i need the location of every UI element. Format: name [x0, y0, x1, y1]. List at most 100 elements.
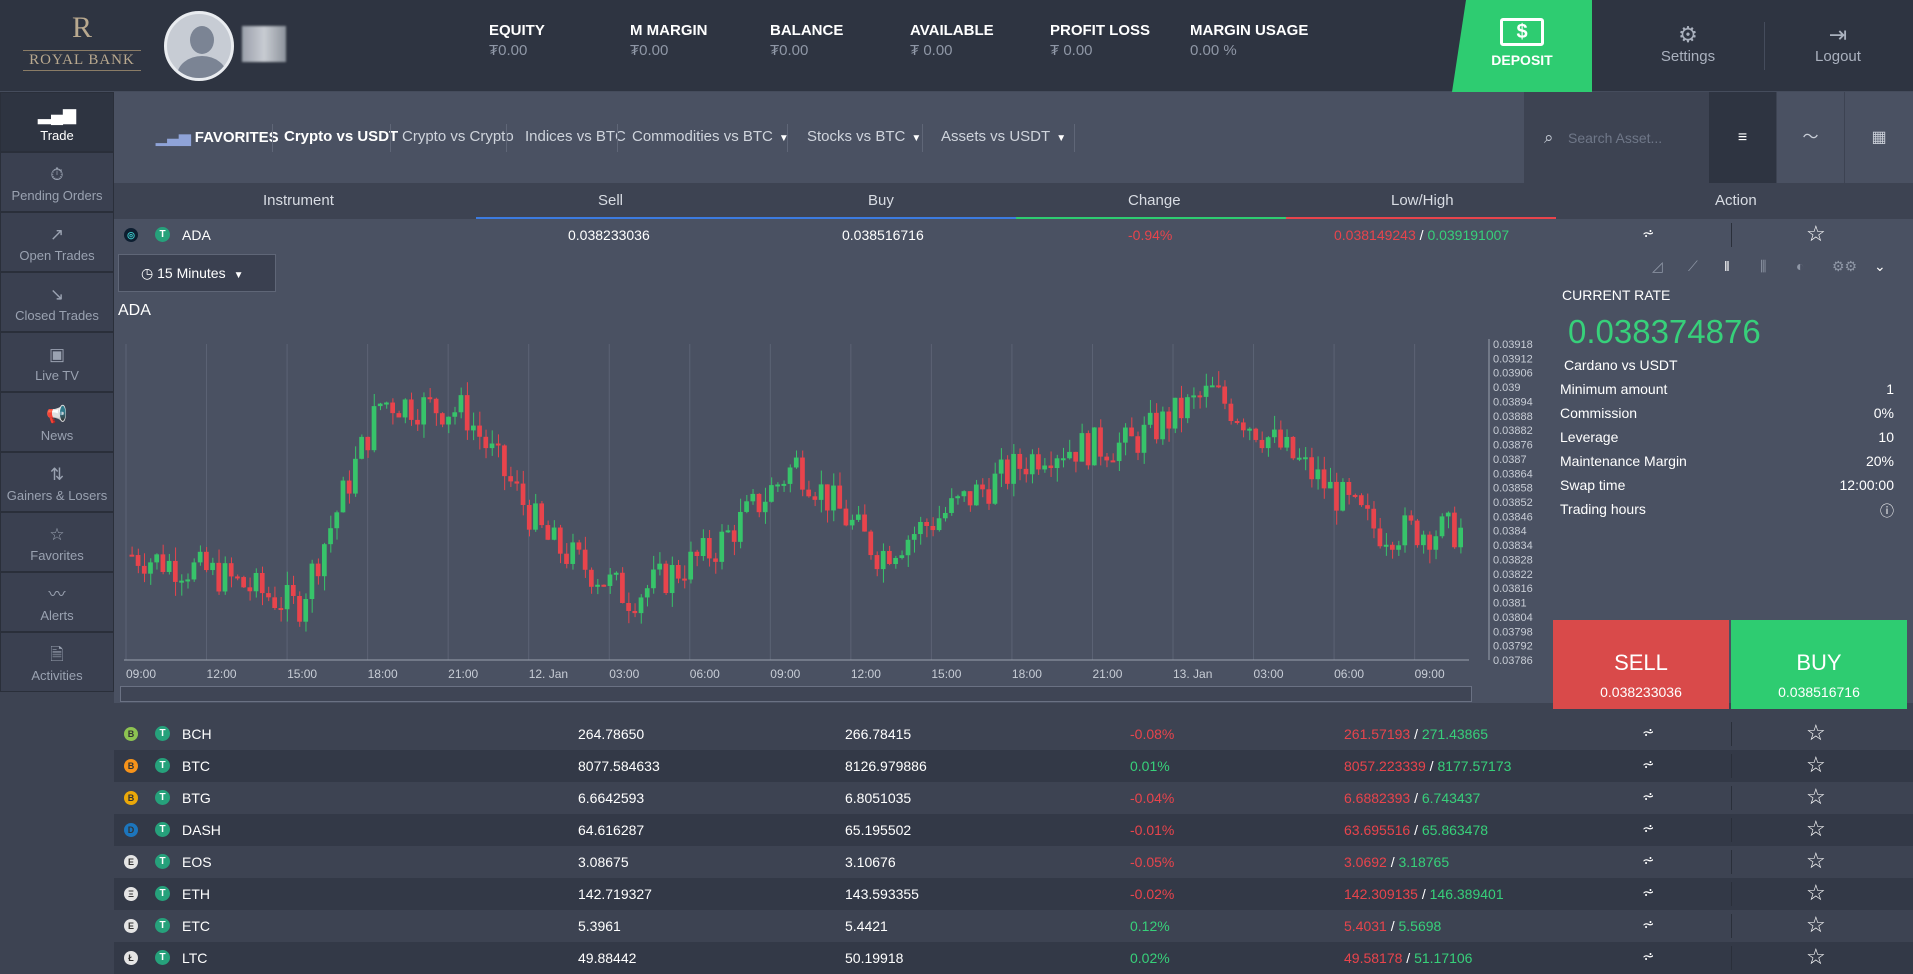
- sidebar-item-closed-trades[interactable]: ↘ Closed Trades: [0, 272, 114, 332]
- candle-body: [713, 558, 718, 562]
- timeframe-dropdown[interactable]: ◷ 15 Minutes ▼: [118, 254, 276, 292]
- chart-symbol-label: ADA: [118, 302, 151, 319]
- sidebar-item-gainers-losers[interactable]: ⇅ Gainers & Losers: [0, 452, 114, 512]
- candle-body: [489, 443, 495, 449]
- alert-icon[interactable]: ⩫: [1642, 756, 1655, 773]
- list-view-button[interactable]: ≡: [1708, 92, 1776, 183]
- settings-icon[interactable]: ⚙⚙: [1832, 258, 1858, 274]
- candle-body: [154, 554, 160, 563]
- tab-commodities-vs-btc[interactable]: Commodities vs BTC ▼: [632, 128, 789, 145]
- table-row[interactable]: B T BTG 6.6642593 6.8051035 -0.04% 6.6882393 /…: [114, 782, 1913, 814]
- ohlc-icon[interactable]: ⫼: [1760, 258, 1767, 274]
- table-row-ada[interactable]: ◎ T ADA 0.038233036 0.038516716 -0.94% 0…: [114, 219, 1913, 251]
- tab-indices-vs-btc[interactable]: Indices vs BTC: [525, 128, 626, 145]
- avatar[interactable]: [164, 11, 234, 81]
- table-row[interactable]: Ł T LTC 49.88442 50.19918 0.02% 49.58178 / 51.…: [114, 942, 1913, 974]
- y-tick-label: 0.03858: [1493, 483, 1533, 495]
- candlestick-chart[interactable]: 09:00 12:00 15:00 18:00 21:00 12. Jan 03:00 06:…: [114, 330, 1534, 710]
- table-row[interactable]: B T BCH 264.78650 266.78415 -0.08% 261.57193 /…: [114, 718, 1913, 750]
- top-bar: R ROYAL BANK EQUITY ₮0.00 M MARGIN ₮0.00 B…: [0, 0, 1913, 92]
- bar-chart-icon: ▁▃▅: [156, 129, 195, 146]
- bar-chart-icon: ▂▄▆: [37, 105, 77, 124]
- alert-icon[interactable]: ⩫: [1642, 884, 1655, 901]
- tab-crypto-vs-crypto[interactable]: Crypto vs Crypto: [402, 128, 514, 145]
- sidebar-item-alerts[interactable]: 〰 Alerts: [0, 572, 114, 632]
- table-row[interactable]: B T BTC 8077.584633 8126.979886 0.01% 8057.223…: [114, 750, 1913, 782]
- candle-body: [980, 484, 985, 490]
- rate-panel: CURRENT RATE 0.038374876 Cardano vs USDT…: [1554, 287, 1894, 525]
- y-tick-label: 0.03828: [1493, 554, 1533, 566]
- candle-body: [837, 485, 843, 509]
- alert-icon[interactable]: ⩫: [1642, 225, 1655, 242]
- chart-view-button[interactable]: 〜: [1776, 92, 1844, 183]
- sidebar-item-open-trades[interactable]: ↗ Open Trades: [0, 212, 114, 272]
- favorite-star-icon[interactable]: ☆: [1806, 944, 1826, 969]
- favorite-star-icon[interactable]: ☆: [1806, 816, 1826, 841]
- favorite-star-icon[interactable]: ☆: [1806, 912, 1826, 937]
- current-rate-value: 0.038374876: [1568, 313, 1761, 350]
- sidebar-item-activities[interactable]: 🗎 Activities: [0, 632, 114, 692]
- deposit-button[interactable]: $ DEPOSIT: [1452, 0, 1592, 92]
- sidebar-item-pending-orders[interactable]: ⏱ Pending Orders: [0, 152, 114, 212]
- tab-favorites[interactable]: ▁▃▅ FAVORITES: [156, 129, 279, 146]
- buy-button[interactable]: BUY 0.038516716: [1731, 620, 1907, 709]
- x-tick-label: 03:00: [1254, 667, 1284, 681]
- candle-body: [607, 574, 613, 586]
- logout-button[interactable]: ⇥ Logout: [1770, 0, 1906, 92]
- chart-navigator[interactable]: [120, 686, 1472, 702]
- x-tick-label: 18:00: [1012, 667, 1042, 681]
- alert-icon[interactable]: ⩫: [1642, 852, 1655, 869]
- grid-view-button[interactable]: ▦: [1844, 92, 1913, 183]
- instrument-name: DASH: [182, 822, 221, 838]
- line-chart-icon[interactable]: ⟋: [1688, 258, 1698, 274]
- search-input[interactable]: [1568, 126, 1698, 150]
- low-high: 142.309135 / 146.389401: [1344, 886, 1504, 902]
- candle-body: [197, 551, 203, 563]
- area-chart-icon[interactable]: ◿: [1652, 258, 1663, 274]
- candle-body: [632, 610, 638, 614]
- alert-icon[interactable]: ⩫: [1642, 948, 1655, 965]
- candle-body: [1321, 469, 1327, 489]
- royal-bank-logo[interactable]: R ROYAL BANK: [18, 6, 146, 86]
- sell-button[interactable]: SELL 0.038233036: [1553, 620, 1729, 709]
- candlestick-icon[interactable]: ‖: [1724, 258, 1730, 274]
- settings-button[interactable]: ⚙ Settings: [1620, 0, 1756, 92]
- candle-body: [502, 445, 507, 477]
- sidebar-item-live-tv[interactable]: ▣ Live TV: [0, 332, 114, 392]
- table-row[interactable]: D T DASH 64.616287 65.195502 -0.01% 63.695516 …: [114, 814, 1913, 846]
- favorite-star-icon[interactable]: ☆: [1806, 880, 1826, 905]
- alert-icon[interactable]: ⩫: [1642, 916, 1655, 933]
- contrast-icon[interactable]: ◐: [1796, 258, 1805, 274]
- favorite-star-icon[interactable]: ☆: [1806, 848, 1826, 873]
- candle-body: [1079, 433, 1085, 462]
- favorite-star-icon[interactable]: ☆: [1806, 720, 1826, 745]
- alert-icon[interactable]: ⩫: [1642, 820, 1655, 837]
- table-row[interactable]: E T ETC 5.3961 5.4421 0.12% 5.4031 / 5.5698 ⩫ ☆: [114, 910, 1913, 942]
- candle-body: [508, 476, 513, 482]
- info-icon[interactable]: ⓘ: [1880, 503, 1894, 519]
- candle-body: [862, 514, 867, 532]
- sidebar-item-trade[interactable]: ▂▄▆ Trade: [0, 92, 114, 152]
- sidebar-item-news[interactable]: 📢 News: [0, 392, 114, 452]
- instrument-name: ETH: [182, 886, 210, 902]
- collapse-chevron-icon[interactable]: ⌄: [1874, 258, 1886, 274]
- y-tick-label: 0.03894: [1493, 396, 1533, 408]
- candle-body: [290, 585, 296, 596]
- tab-assets-vs-usdt[interactable]: Assets vs USDT ▼: [941, 128, 1067, 145]
- x-tick-label: 18:00: [368, 667, 398, 681]
- tab-crypto-vs-usdt[interactable]: Crypto vs USDT: [284, 128, 399, 145]
- alert-icon[interactable]: ⩫: [1642, 724, 1655, 741]
- candle-body: [1191, 395, 1196, 398]
- candle-body: [582, 549, 588, 570]
- alert-icon[interactable]: ⩫: [1642, 788, 1655, 805]
- candle-body: [210, 562, 215, 571]
- favorite-star-icon[interactable]: ☆: [1806, 784, 1826, 809]
- sidebar-item-favorites[interactable]: ☆ Favorites: [0, 512, 114, 572]
- table-row[interactable]: E T EOS 3.08675 3.10676 -0.05% 3.0692 / 3.1876…: [114, 846, 1913, 878]
- candle-body: [868, 531, 874, 556]
- table-row[interactable]: Ξ T ETH 142.719327 143.593355 -0.02% 142.30913…: [114, 878, 1913, 910]
- tab-stocks-vs-btc[interactable]: Stocks vs BTC ▼: [807, 128, 922, 145]
- candle-body: [595, 584, 600, 587]
- favorite-star-icon[interactable]: ☆: [1806, 221, 1826, 246]
- favorite-star-icon[interactable]: ☆: [1806, 752, 1826, 777]
